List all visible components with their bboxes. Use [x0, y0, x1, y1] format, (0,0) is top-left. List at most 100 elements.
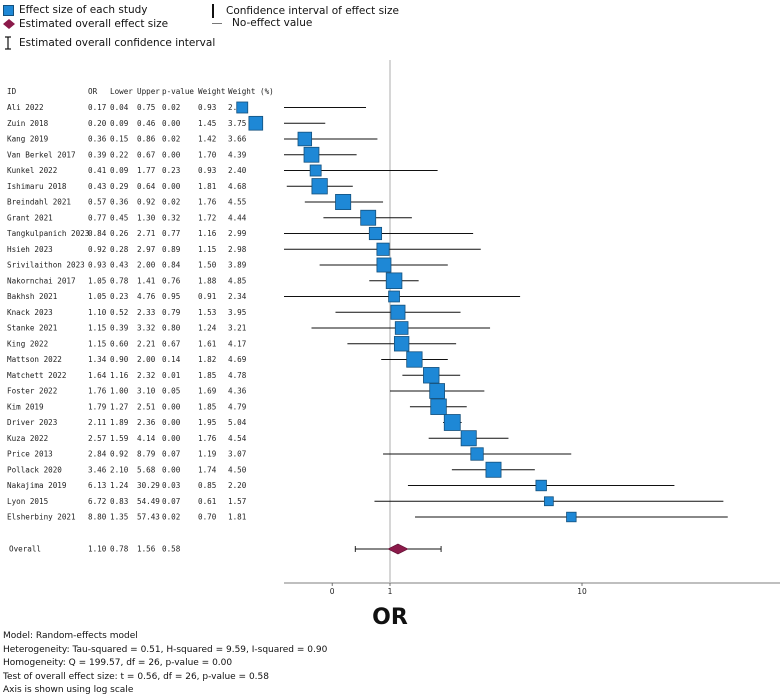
study-id-label: Bakhsh 2021	[7, 292, 58, 301]
study-value-label: 1.88	[198, 276, 217, 285]
study-value-label: 1.64	[88, 371, 107, 380]
study-value-label: 1.69	[198, 387, 217, 396]
study-value-label: 4.50	[228, 465, 247, 474]
study-effect-box	[297, 131, 313, 147]
study-value-label: 1.72	[198, 213, 216, 222]
study-effect-box	[430, 398, 447, 415]
study-value-label: 0.77	[88, 213, 106, 222]
study-value-label: 3.21	[228, 324, 247, 333]
study-id-label: Pollack 2020	[7, 465, 62, 474]
axis-note-text: Axis is shown using log scale	[3, 685, 134, 696]
study-value-label: 1.27	[110, 402, 128, 411]
study-value-label: 0.14	[162, 355, 181, 364]
study-effect-box	[335, 193, 352, 211]
forest-plot: ID OR Lower Upper p-value Weight Weight (%) Ali…	[7, 60, 780, 630]
study-value-label: 3.89	[228, 261, 247, 270]
study-id-label: Kuza 2022	[7, 434, 48, 443]
study-value-label: 0.36	[88, 135, 107, 144]
study-value-label: 0.57	[88, 198, 106, 207]
study-value-label: 0.76	[162, 276, 181, 285]
study-value-label: 4.69	[228, 355, 247, 364]
study-value-label: 8.80	[88, 513, 107, 522]
study-value-label: 2.00	[137, 261, 156, 270]
study-value-label: 0.46	[137, 119, 156, 128]
study-id-label: Kim 2019	[7, 402, 44, 411]
study-value-label: 3.75	[228, 119, 246, 128]
legend-overall-label: Estimated overall effect size	[19, 18, 169, 30]
study-value-label: 0.67	[137, 150, 155, 159]
study-value-label: 0.02	[162, 198, 180, 207]
study-id-label: Srivilaithon 2023	[7, 261, 85, 270]
study-value-label: 0.64	[137, 182, 156, 191]
study-value-label: 1.24	[198, 324, 217, 333]
legend-overall-ci: Estimated overall confidence interval	[3, 36, 215, 50]
study-id-label: Driver 2023	[7, 418, 57, 427]
study-value-label: 2.34	[228, 292, 247, 301]
heterogeneity-text: Heterogeneity: Tau-squared = 0.51, H-squ…	[3, 644, 328, 655]
study-value-label: 3.32	[137, 324, 155, 333]
study-value-label: 1.42	[198, 135, 216, 144]
study-value-label: 4.78	[228, 371, 247, 380]
study-value-label: 0.92	[110, 450, 128, 459]
study-value-label: 3.95	[228, 308, 246, 317]
study-value-label: 4.85	[228, 276, 246, 285]
legend-study: Effect size of each study	[3, 4, 148, 16]
study-value-label: 2.21	[137, 339, 156, 348]
legend-ci-label: Confidence interval of effect size	[226, 5, 399, 17]
overall-value-label: 0.78	[110, 545, 129, 554]
table-header-cell: ID	[7, 87, 17, 96]
study-id-label: Ishimaru 2018	[7, 182, 67, 191]
study-id-label: Nakajima 2019	[7, 481, 67, 490]
study-value-label: 2.99	[228, 229, 247, 238]
study-value-label: 0.09	[110, 166, 129, 175]
legend-square-swatch	[3, 4, 14, 16]
study-value-label: 0.67	[162, 339, 180, 348]
study-value-label: 5.04	[228, 418, 247, 427]
study-effect-box	[543, 496, 554, 507]
study-value-label: 57.43	[137, 513, 160, 522]
study-id-label: Knack 2023	[7, 308, 53, 317]
study-value-label: 2.33	[137, 308, 155, 317]
study-value-label: 1.00	[110, 387, 129, 396]
study-value-label: 4.36	[228, 387, 247, 396]
study-value-label: 0.75	[137, 103, 155, 112]
study-id-label: Zuin 2018	[7, 119, 49, 128]
study-value-label: 0.93	[198, 166, 216, 175]
study-value-label: 0.95	[162, 292, 180, 301]
study-value-label: 1.15	[88, 339, 106, 348]
study-value-label: 0.02	[162, 513, 180, 522]
study-effect-box	[535, 479, 547, 492]
study-value-label: 0.77	[162, 229, 180, 238]
study-effect-box	[236, 101, 249, 114]
study-value-label: 0.45	[110, 213, 128, 222]
study-effect-box	[394, 321, 409, 335]
study-value-label: 1.50	[198, 261, 217, 270]
study-value-label: 0.00	[162, 418, 181, 427]
model-summary: Model: Random-effects model Heterogeneit…	[3, 630, 327, 698]
study-value-label: 6.13	[88, 481, 106, 490]
study-effect-box	[303, 146, 320, 163]
study-id-label: Hsieh 2023	[7, 245, 53, 254]
table-header-cell: Weight (%)	[228, 87, 274, 96]
study-effect-box	[309, 164, 322, 177]
study-value-label: 0.17	[88, 103, 106, 112]
study-value-label: 2.98	[228, 245, 247, 254]
legend-study-label: Effect size of each study	[19, 4, 148, 16]
study-value-label: 6.72	[88, 497, 106, 506]
study-value-label: 0.92	[137, 198, 155, 207]
study-value-label: 0.04	[110, 103, 129, 112]
study-id-label: Stanke 2021	[7, 324, 58, 333]
study-effect-box	[376, 242, 390, 256]
study-value-label: 0.39	[110, 324, 129, 333]
study-value-label: 1.15	[198, 245, 216, 254]
study-id-label: Nakornchai 2017	[7, 276, 76, 285]
study-id-label: King 2022	[7, 339, 48, 348]
study-value-label: 0.85	[198, 481, 216, 490]
study-value-label: 0.84	[162, 261, 181, 270]
study-value-label: 4.14	[137, 434, 156, 443]
study-value-label: 1.53	[198, 308, 216, 317]
study-value-label: 4.39	[228, 150, 247, 159]
study-effect-box	[429, 383, 445, 399]
study-value-label: 1.74	[198, 465, 217, 474]
study-value-label: 0.02	[162, 135, 180, 144]
